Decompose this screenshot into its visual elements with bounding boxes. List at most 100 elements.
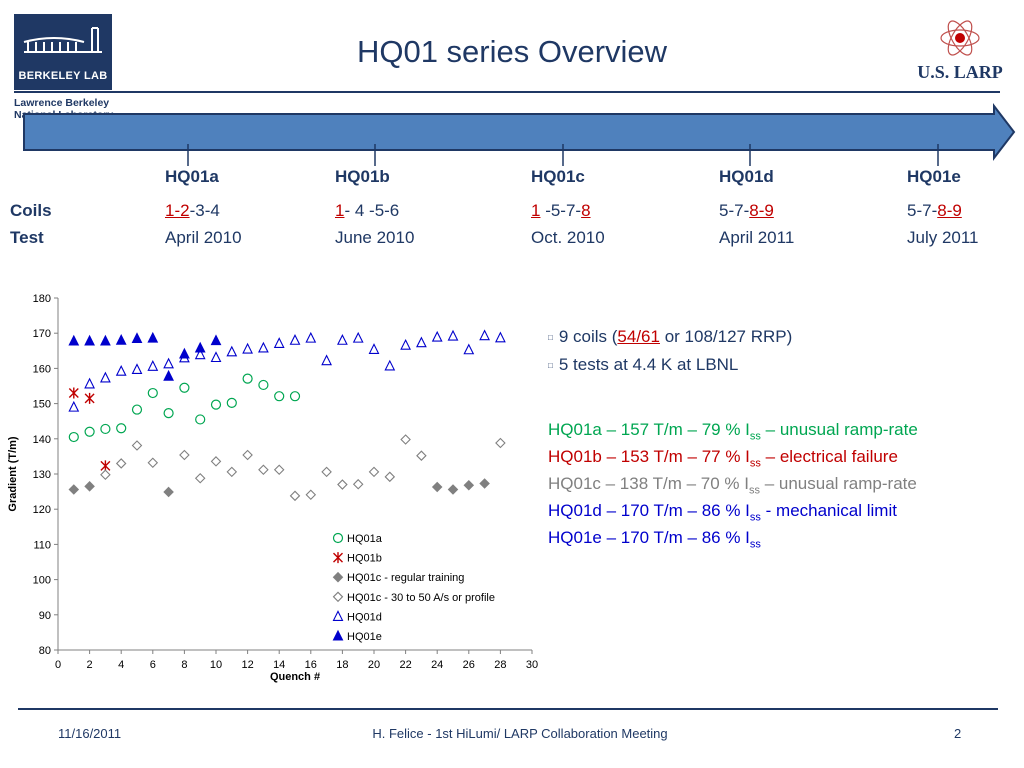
data-point-series-2 <box>163 486 174 498</box>
x-tick-label: 6 <box>150 659 156 671</box>
data-point-series-0 <box>163 408 174 419</box>
x-tick-label: 18 <box>336 659 348 671</box>
phase-label-hq01a: HQ01a <box>165 167 219 186</box>
data-point-series-2 <box>463 479 475 491</box>
bullet-square-icon: □ <box>548 333 553 343</box>
test-row-label: Test <box>10 228 44 247</box>
phase-coils-hq01a: 1-2-3-4 <box>165 201 220 221</box>
coil-segment: 5-7- <box>907 201 938 220</box>
x-tick-label: 20 <box>368 659 380 671</box>
x-tick-label: 2 <box>87 659 93 671</box>
data-point-series-3 <box>273 464 285 476</box>
result-subscript: ss <box>749 430 761 443</box>
data-point-series-3 <box>131 440 143 451</box>
result-line: HQ01c – 138 T/m – 70 % Iss – unusual ram… <box>548 474 917 496</box>
result-note: - mechanical limit <box>760 501 897 520</box>
result-line: HQ01b – 153 T/m – 77 % Iss – electrical … <box>548 447 898 469</box>
coil-segment: 8 <box>581 201 591 220</box>
data-point-series-3 <box>194 472 206 484</box>
data-point-series-4 <box>479 329 490 341</box>
data-point-series-3 <box>352 478 364 490</box>
data-point-series-3 <box>226 466 238 478</box>
y-tick-label: 120 <box>33 504 51 516</box>
y-tick-label: 130 <box>33 469 51 481</box>
data-point-series-1 <box>68 387 79 399</box>
data-point-series-4 <box>431 330 443 342</box>
data-point-series-5 <box>163 369 174 381</box>
data-point-series-4 <box>84 377 95 389</box>
data-point-series-3 <box>337 479 348 490</box>
x-tick-label: 28 <box>494 659 506 671</box>
coil-segment: 8-9 <box>937 201 962 220</box>
data-point-series-2 <box>479 478 490 489</box>
coil-segment: 1 <box>335 201 345 220</box>
phase-test-date-hq01c: Oct. 2010 <box>531 228 605 247</box>
summary-bullets: □ 9 coils (54/61 or 108/127 RRP) □ 5 tests… <box>548 323 792 379</box>
data-point-series-4 <box>368 343 380 354</box>
x-tick-label: 24 <box>431 659 443 671</box>
data-point-series-5 <box>100 334 111 346</box>
footer-date: 11/16/2011 <box>58 726 122 741</box>
y-tick-label: 90 <box>39 610 51 622</box>
data-point-series-4 <box>400 338 411 350</box>
data-point-series-5 <box>179 347 190 359</box>
data-point-series-4 <box>305 331 317 343</box>
legend-marker <box>332 571 344 583</box>
coil-segment: 1 <box>531 201 541 220</box>
data-point-series-0 <box>68 431 79 443</box>
data-point-series-3 <box>210 456 222 467</box>
data-point-series-4 <box>68 400 80 412</box>
legend-marker <box>332 532 344 544</box>
y-tick-label: 110 <box>33 539 51 551</box>
coil-segment: 8-9 <box>749 201 774 220</box>
footer-divider <box>18 708 998 710</box>
phase-test-date-hq01e: July 2011 <box>907 228 979 247</box>
data-point-series-3 <box>242 449 253 461</box>
y-tick-label: 160 <box>33 363 51 375</box>
data-point-series-4 <box>384 359 396 371</box>
data-point-series-4 <box>352 331 364 343</box>
y-tick-label: 170 <box>33 328 51 340</box>
data-point-series-4 <box>147 360 159 371</box>
larp-emblem-icon <box>940 20 980 56</box>
result-line: HQ01a – 157 T/m – 79 % Iss – unusual ram… <box>548 420 918 442</box>
data-point-series-4 <box>100 371 111 383</box>
data-point-series-3 <box>400 434 411 445</box>
data-point-series-0 <box>258 379 269 391</box>
phase-coils-hq01d: 5-7-8-9 <box>719 201 774 221</box>
data-point-series-0 <box>226 397 237 408</box>
result-text: HQ01c – 138 T/m – 70 % I <box>548 474 749 493</box>
footer-meeting: H. Felice - 1st HiLumi/ LARP Collaborati… <box>372 726 668 741</box>
data-point-series-3 <box>368 466 380 478</box>
result-subscript: ss <box>749 511 761 524</box>
x-tick-label: 10 <box>210 659 222 671</box>
legend-marker <box>333 552 343 564</box>
data-point-series-3 <box>495 437 506 449</box>
x-tick-label: 16 <box>305 659 317 671</box>
data-point-series-2 <box>84 481 95 492</box>
result-text: HQ01a – 157 T/m – 79 % I <box>548 420 750 439</box>
berkeley-lab-logo <box>14 14 112 90</box>
legend-entry: HQ01d <box>347 611 382 623</box>
data-point-series-5 <box>84 334 95 346</box>
data-point-series-4 <box>337 334 348 345</box>
data-point-series-0 <box>179 382 190 393</box>
y-tick-label: 140 <box>33 434 51 446</box>
x-tick-label: 14 <box>273 659 285 671</box>
data-point-series-5 <box>210 334 222 346</box>
data-point-series-3 <box>321 466 332 478</box>
data-point-series-4 <box>416 336 427 348</box>
x-tick-label: 12 <box>241 659 253 671</box>
data-point-series-5 <box>131 332 143 344</box>
data-point-series-1 <box>84 392 95 404</box>
result-line: HQ01d – 170 T/m – 86 % Iss - mechanical … <box>548 501 897 523</box>
y-tick-label: 150 <box>33 399 51 411</box>
y-axis-title: Gradient (T/m) <box>7 436 19 512</box>
data-point-series-2 <box>68 484 80 495</box>
data-point-series-4 <box>242 342 253 354</box>
phase-test-date-hq01d: April 2011 <box>719 228 795 247</box>
data-point-series-0 <box>210 399 222 410</box>
data-point-series-3 <box>100 469 111 480</box>
data-point-series-3 <box>289 490 301 502</box>
